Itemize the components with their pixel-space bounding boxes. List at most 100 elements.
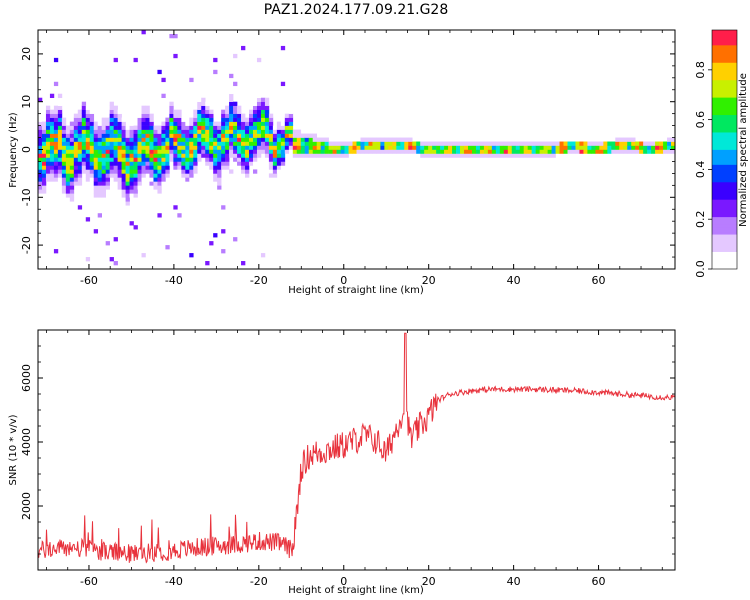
heatmap-cell — [61, 145, 67, 150]
heatmap-cell — [587, 141, 592, 146]
heatmap-cell — [233, 117, 238, 122]
heatmap-cell — [217, 153, 222, 158]
heatmap-cell — [97, 149, 102, 154]
heatmap-cell — [65, 157, 71, 162]
heatmap-cell — [245, 145, 250, 150]
heatmap-cell — [185, 121, 190, 126]
heatmap-cell — [217, 133, 222, 138]
figure-title: PAZ1.2024.177.09.21.G28 — [264, 2, 449, 18]
heatmap-cell — [249, 153, 254, 158]
heatmap-cell — [229, 137, 234, 142]
heatmap-cell — [344, 141, 349, 146]
heatmap-cell — [260, 113, 266, 118]
heatmap-cell — [129, 133, 134, 138]
heatmap-cell — [173, 33, 178, 39]
heatmap-cell — [117, 161, 122, 166]
heatmap-cell — [655, 149, 660, 154]
heatmap-cell — [571, 149, 576, 154]
heatmap-cell — [165, 133, 170, 138]
heatmap-cell — [643, 145, 648, 150]
heatmap-cell — [328, 141, 333, 146]
colorbar-band — [712, 32, 737, 36]
heatmap-cell — [671, 149, 676, 154]
heatmap-cell — [57, 105, 63, 110]
heatmap-cell — [209, 117, 214, 122]
heatmap-cell — [663, 141, 668, 146]
heatmap-cell — [101, 125, 106, 130]
heatmap-cell — [599, 145, 604, 150]
heatmap-cell — [499, 145, 505, 150]
heatmap-cell — [53, 145, 59, 150]
heatmap-cell — [475, 153, 481, 158]
heatmap-cell — [185, 141, 190, 146]
heatmap-cell — [416, 141, 421, 146]
heatmap-cell — [161, 157, 166, 162]
heatmap-cell — [264, 121, 270, 126]
heatmap-cell — [157, 141, 162, 146]
heatmap-cell — [181, 153, 186, 158]
heatmap-cell — [249, 109, 254, 114]
heatmap-cell — [408, 141, 413, 146]
heatmap-cell — [169, 149, 174, 154]
heatmap-cell — [101, 145, 106, 150]
heatmap-cell — [141, 173, 146, 178]
colorbar-band — [712, 84, 737, 88]
heatmap-cell — [105, 117, 110, 122]
heatmap-cell — [213, 69, 218, 75]
heatmap-cell — [53, 149, 59, 154]
heatmap-cell — [49, 173, 55, 178]
snr-x-ticks: -60 -40 -20 0 20 40 60 — [46, 330, 663, 588]
heatmap-cell — [38, 141, 43, 146]
heatmap-cell — [38, 177, 43, 182]
heatmap-cell — [89, 153, 95, 158]
heatmap-cell — [233, 141, 238, 146]
heatmap-cell — [260, 109, 266, 114]
heatmap-cell — [241, 129, 246, 134]
heatmap-cell — [153, 125, 158, 130]
heatmap-cell — [77, 173, 83, 178]
heatmap-cell — [113, 153, 118, 158]
heatmap-cell — [237, 145, 242, 150]
heatmap-cell — [428, 145, 433, 150]
heatmap-cell — [161, 169, 166, 174]
heatmap-cell — [288, 137, 294, 142]
heatmap-cell — [61, 165, 67, 170]
heatmap-cell — [213, 57, 218, 63]
heatmap-cell — [145, 145, 150, 150]
heatmap-cell — [121, 177, 126, 182]
heatmap-cell — [280, 129, 286, 134]
heatmap-cell — [643, 149, 648, 154]
heatmap-cell — [471, 145, 477, 150]
heatmap-cell — [452, 145, 457, 150]
heatmap-cell — [284, 121, 290, 126]
heatmap-cell — [424, 153, 429, 158]
heatmap-cell — [428, 149, 433, 154]
heatmap-cell — [153, 133, 158, 138]
colorbar-band — [712, 171, 737, 175]
heatmap-cell — [125, 129, 130, 134]
heatmap-cell — [61, 133, 67, 138]
snr-x-tick-label: 40 — [507, 575, 521, 588]
heatmap-cell — [567, 141, 572, 146]
heatmap-cell — [531, 153, 536, 158]
colorbar-band — [712, 191, 737, 195]
heatmap-cell — [141, 121, 146, 126]
heatmap-cell — [264, 117, 270, 122]
heatmap-cell — [49, 169, 55, 174]
heatmap-cell — [77, 157, 83, 162]
heatmap-cell — [185, 173, 190, 178]
heatmap-cell — [89, 169, 95, 174]
heatmap-cell — [260, 129, 266, 134]
heatmap-cell — [38, 117, 43, 122]
colorbar-band — [712, 174, 737, 178]
heatmap-cell — [276, 137, 282, 142]
colorbar-band — [712, 169, 737, 173]
heatmap-cell — [41, 185, 47, 190]
heatmap-cell — [432, 145, 437, 150]
heatmap-cell — [599, 149, 604, 154]
heatmap-cell — [233, 157, 238, 162]
heatmap-cell — [141, 125, 146, 130]
heatmap-cell — [268, 117, 274, 122]
heatmap-cell — [77, 137, 83, 142]
